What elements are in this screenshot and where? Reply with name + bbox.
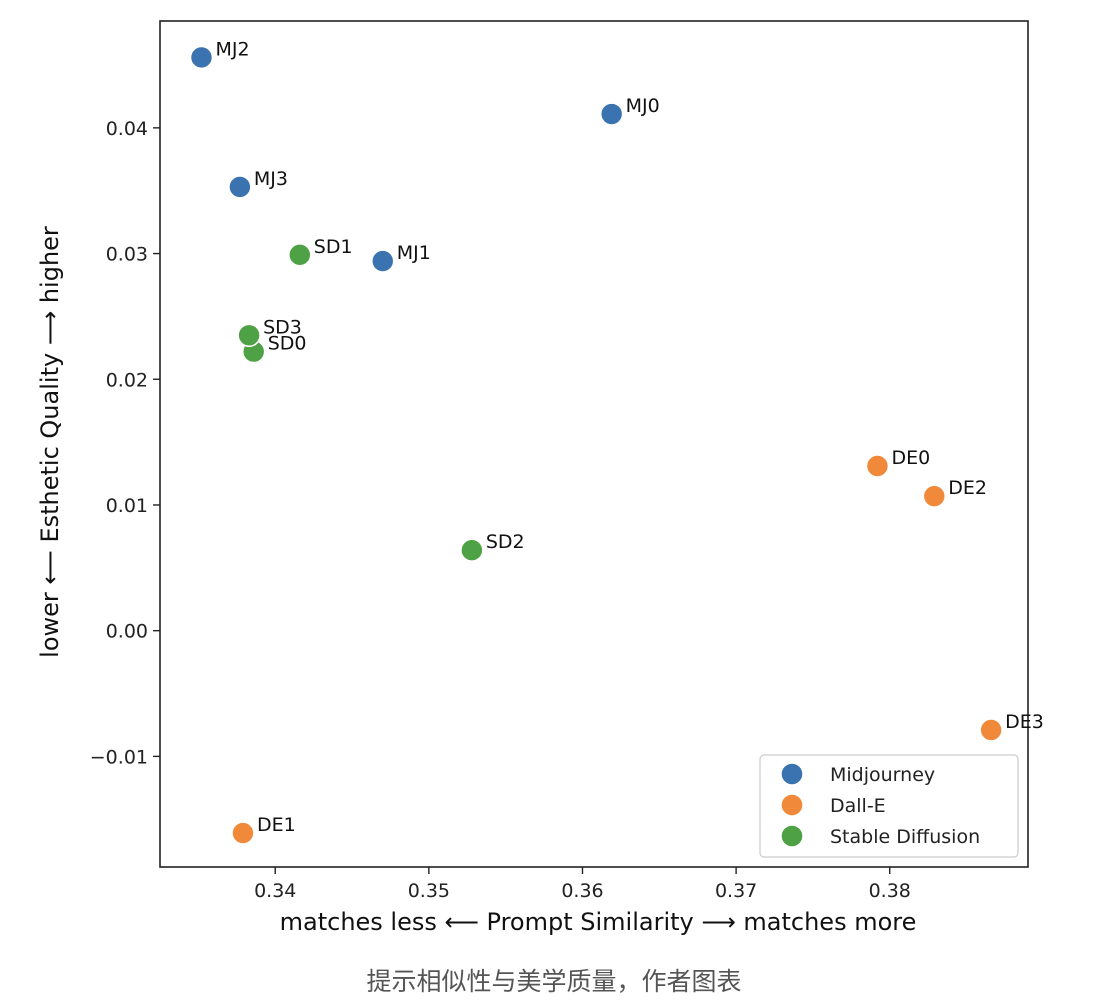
data-point-mj2 (189, 45, 214, 70)
x-tick-label: 0.34 (254, 880, 296, 902)
legend-marker-dall-e (780, 793, 804, 817)
figure-caption: 提示相似性与美学质量，作者图表 (366, 967, 742, 996)
plot-area: 0.34 0.35 0.36 0.37 0.38 −0.01 0.00 0.01 0.02 0.0… (36, 20, 1044, 936)
x-tick-label: 0.35 (408, 880, 450, 902)
y-tick-label: 0.00 (106, 621, 148, 643)
x-tick-label: 0.36 (561, 880, 603, 902)
point-label-de1: DE1 (257, 814, 296, 836)
y-tick-label: 0.02 (106, 369, 148, 391)
scatter-chart: 0.34 0.35 0.36 0.37 0.38 −0.01 0.00 0.01 0.02 0.0… (36, 20, 1044, 936)
point-label-de3: DE3 (1005, 711, 1044, 733)
legend-box (759, 754, 1019, 858)
y-tick-label: 0.04 (106, 118, 148, 140)
legend-marker-stable-diffusion (780, 824, 804, 848)
point-label-sd3: SD3 (263, 316, 302, 338)
point-label-de2: DE2 (948, 477, 987, 499)
y-tick-label: 0.03 (106, 244, 148, 266)
point-label-mj1: MJ1 (397, 242, 431, 264)
y-tick-label: 0.01 (106, 495, 148, 517)
data-point-sd1 (288, 243, 312, 267)
point-label-mj3: MJ3 (254, 168, 288, 190)
x-tick-label: 0.38 (869, 880, 911, 902)
data-point-mj3 (228, 175, 252, 199)
data-point-de1 (231, 821, 255, 845)
legend-marker-midjourney (780, 762, 804, 786)
plot-frame (159, 20, 1029, 868)
legend-label-dall-e: Dall-E (830, 795, 886, 817)
data-point-de0 (865, 454, 890, 478)
point-label-sd0: SD0 (268, 333, 307, 355)
y-axis-title: lower ⟵ Esthetic Quality ⟶ higher (36, 226, 64, 658)
legend-label-stable-diffusion: Stable Diffusion (830, 826, 980, 848)
x-tick-label: 0.37 (715, 880, 757, 902)
data-point-de3 (979, 718, 1003, 742)
point-label-sd1: SD1 (314, 236, 353, 258)
point-label-de0: DE0 (891, 447, 930, 469)
data-point-sd3 (237, 323, 261, 348)
point-label-mj0: MJ0 (626, 95, 660, 117)
data-point-mj0 (599, 102, 624, 126)
y-tick-label: −0.01 (90, 746, 148, 768)
data-point-de2 (922, 484, 947, 508)
point-label-sd2: SD2 (486, 531, 525, 553)
legend-label-midjourney: Midjourney (830, 764, 935, 786)
data-point-mj1 (370, 249, 395, 273)
data-point-sd2 (460, 538, 484, 563)
x-axis-title: matches less ⟵ Prompt Similarity ⟶ match… (280, 908, 917, 936)
point-label-mj2: MJ2 (215, 38, 249, 60)
